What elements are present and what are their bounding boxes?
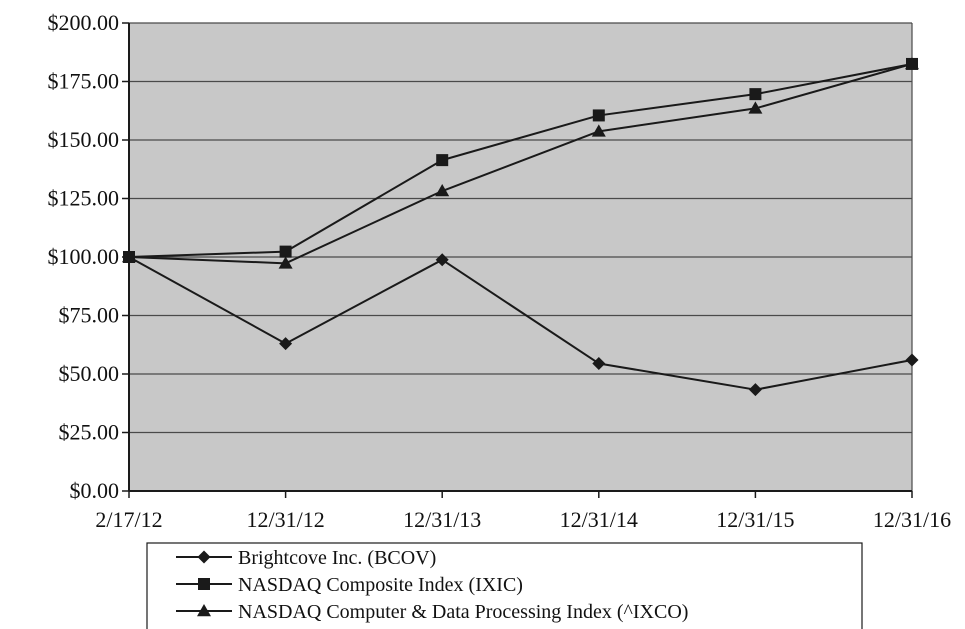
legend-marker [198,578,210,590]
x-tick-label: 12/31/13 [403,507,481,532]
legend-box [146,542,863,629]
y-tick-label: $125.00 [48,186,120,211]
data-point [905,56,919,70]
y-tick-label: $150.00 [48,127,120,152]
legend-label: NASDAQ Computer & Data Processing Index … [238,601,688,623]
data-point [592,109,605,122]
legend: Brightcove Inc. (BCOV) NASDAQ Composite I… [146,542,863,629]
data-point [436,154,449,167]
x-tick-label: 12/31/15 [716,507,794,532]
legend-marker [197,550,211,564]
series-line [128,62,913,258]
data-point [435,184,450,197]
data-point [905,353,919,367]
y-tick-label: $75.00 [59,303,120,328]
series-line [128,62,913,265]
data-point [278,256,293,269]
data-point [279,245,292,258]
data-point [748,101,763,114]
y-tick-label: $0.00 [70,478,120,503]
y-tick-label: $100.00 [48,244,120,269]
y-axis-ticks: $0.00 $25.00 $50.00 $75.00 $100.00 $125.00 $15… [48,10,129,503]
y-tick-label: $50.00 [59,361,120,386]
legend-marker [197,604,211,617]
series-line [128,256,913,391]
y-tick-label: $25.00 [59,420,120,445]
data-point [435,253,449,267]
legend-item-nasdaq-composite-index-ixic: NASDAQ Composite Index (IXIC) [176,574,523,596]
data-point [122,250,136,263]
x-tick-label: 12/31/16 [873,507,951,532]
x-tick-label: 2/17/12 [95,507,162,532]
series-layer [122,56,919,397]
data-point [592,356,606,370]
legend-item-brightcove-inc-bcov: Brightcove Inc. (BCOV) [176,547,436,569]
x-tick-label: 12/31/14 [560,507,638,532]
data-point [591,124,606,137]
legend-label: Brightcove Inc. (BCOV) [238,547,436,569]
legend-item-nasdaq-computer-data-processing-index-ixco: NASDAQ Computer & Data Processing Index … [176,601,688,623]
x-axis-ticks: 2/17/12 12/31/12 12/31/13 12/31/14 12/31/15 1… [95,491,951,532]
data-point [749,88,762,101]
data-point [748,383,762,397]
y-tick-label: $175.00 [48,69,120,94]
x-tick-label: 12/31/12 [246,507,324,532]
series-nasdaq-computer-data-processing-index-ixco [122,56,919,269]
y-tick-label: $200.00 [48,10,120,35]
gridlines [129,22,913,492]
legend-label: NASDAQ Composite Index (IXIC) [238,574,523,596]
data-point [279,337,293,351]
